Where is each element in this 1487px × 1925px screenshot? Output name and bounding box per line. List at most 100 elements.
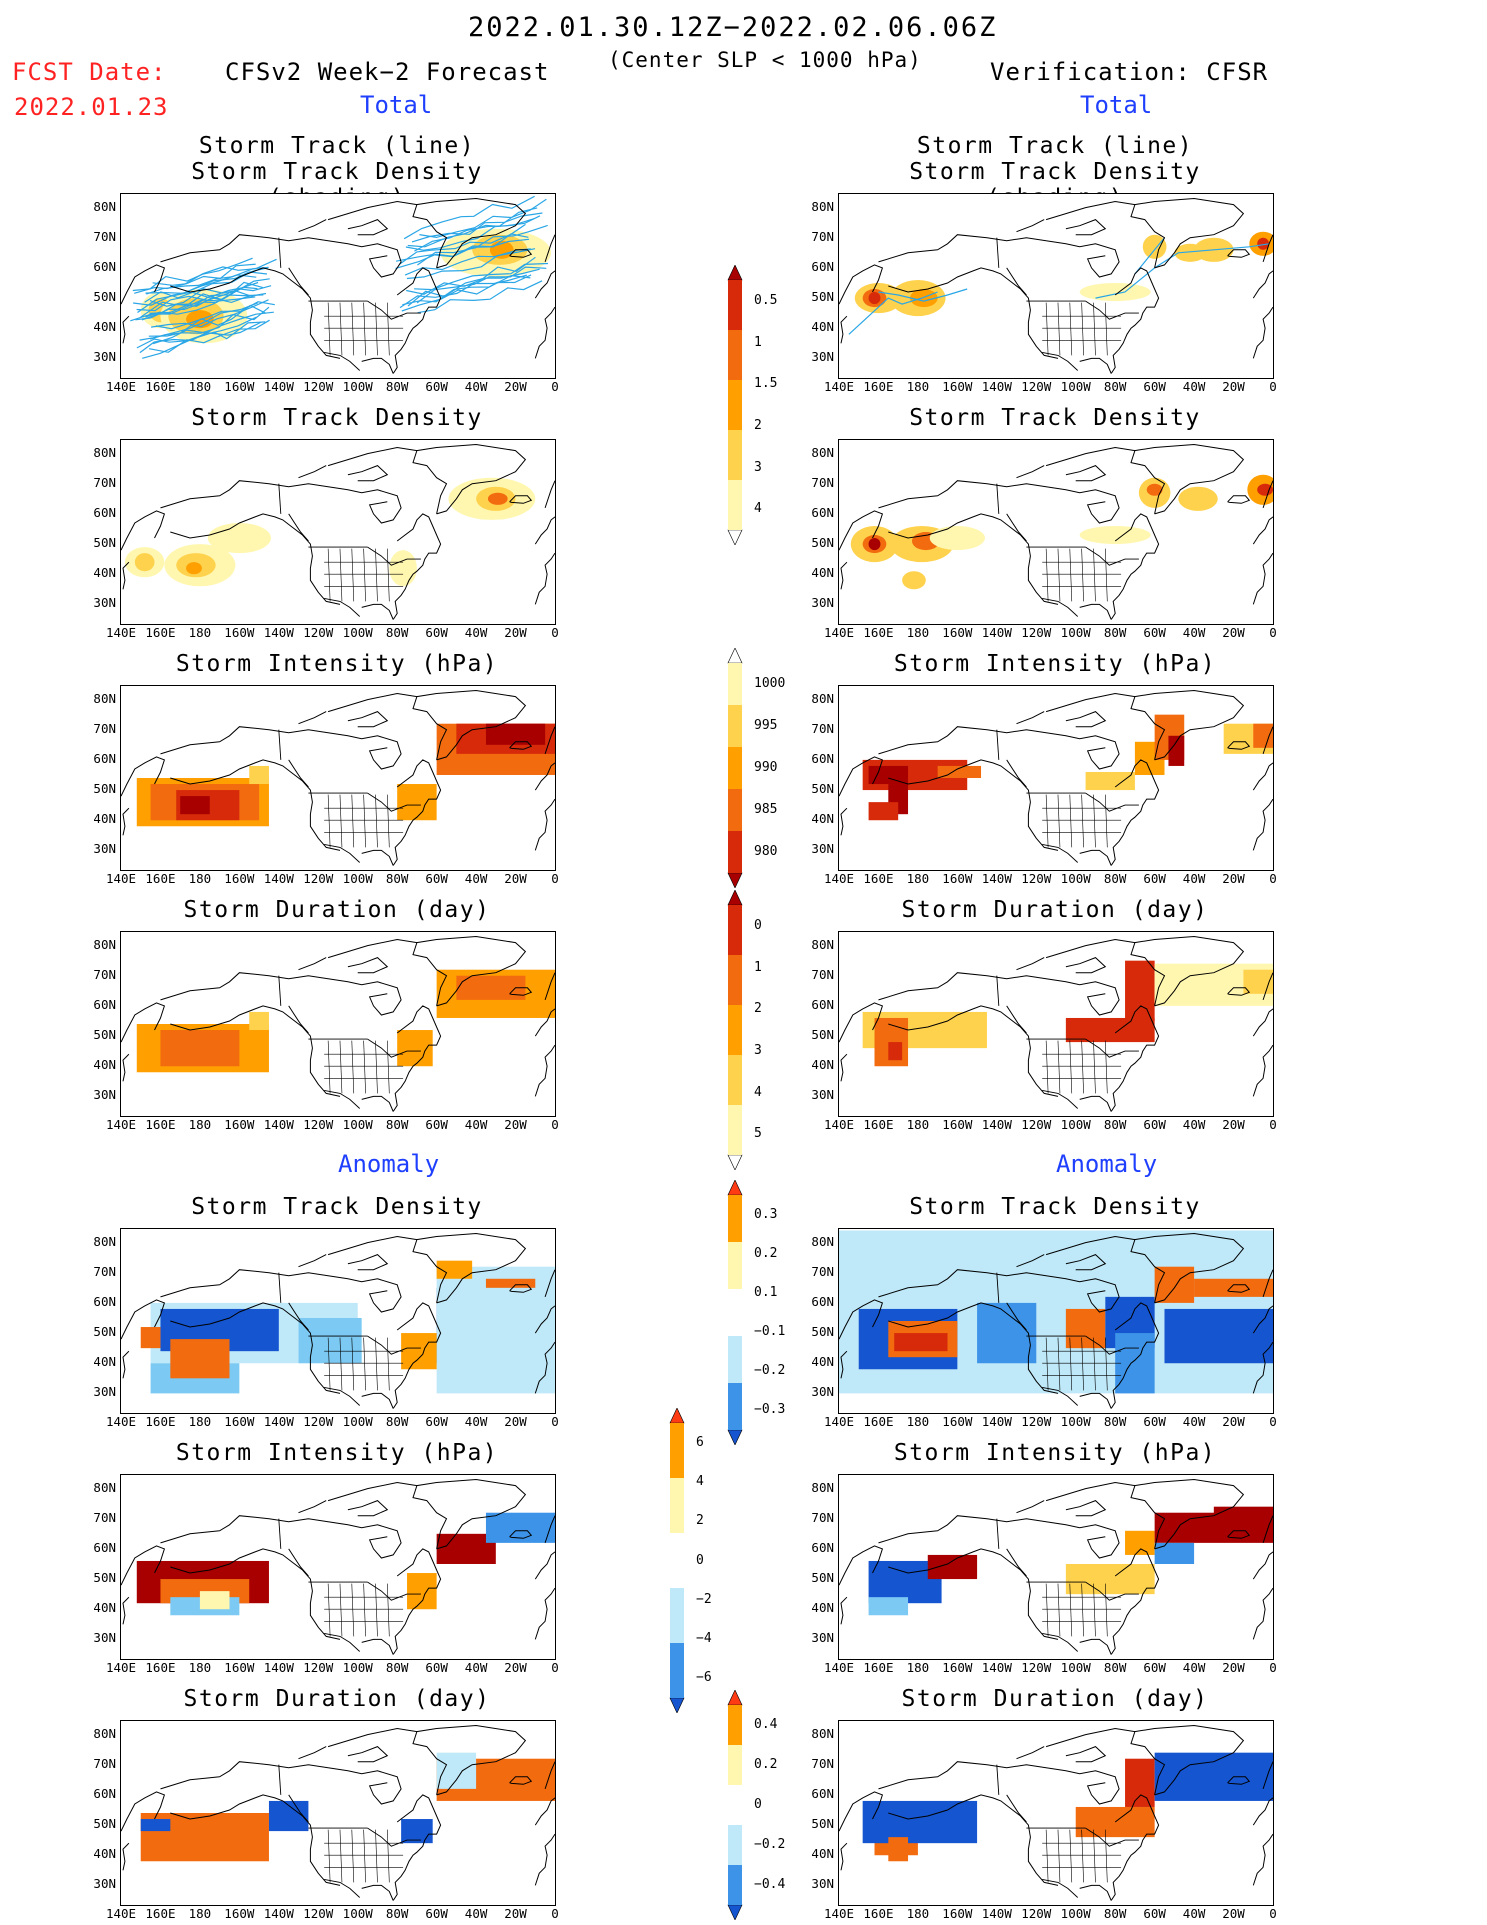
coastline-segment xyxy=(534,762,555,791)
shaded-cell xyxy=(140,1819,171,1832)
coastline-segment xyxy=(288,267,309,296)
lon-tick-label: 60W xyxy=(1143,379,1166,394)
state-borders xyxy=(1042,1337,1122,1391)
lon-tick-label: 0 xyxy=(1269,625,1277,640)
map-frame xyxy=(120,1228,556,1414)
coastline-segment xyxy=(1227,987,1251,996)
coastline-segment xyxy=(327,446,417,467)
border-segment xyxy=(324,351,361,371)
border-segment xyxy=(996,1764,1000,1795)
state-line xyxy=(351,794,355,848)
lon-tick-label: 0 xyxy=(551,871,559,886)
storm-track-line xyxy=(149,306,270,340)
colorbar-end-triangle xyxy=(669,1408,685,1424)
lon-tick-label: 40W xyxy=(464,871,488,886)
colorbar-tick-label: 1 xyxy=(754,959,762,975)
colorbar-swatch xyxy=(728,1105,742,1155)
coastline-segment xyxy=(1227,741,1251,750)
storm-track-line xyxy=(146,266,269,295)
coastline-segment xyxy=(121,264,166,305)
border-segment xyxy=(996,975,1000,1006)
coastline-segment xyxy=(840,1350,848,1379)
colorbar-tick-label: −0.2 xyxy=(754,1837,786,1852)
border-segment xyxy=(367,300,421,320)
state-line xyxy=(327,1337,331,1391)
coastlines xyxy=(839,1232,1273,1409)
coastline-segment xyxy=(509,1776,533,1785)
coastline-segment xyxy=(839,1791,884,1832)
coastline-segment xyxy=(839,264,884,305)
lon-tick-label: 20W xyxy=(1222,1906,1245,1921)
map-svg xyxy=(839,689,1273,866)
lon-tick-label: 160E xyxy=(863,625,894,640)
lon-tick-label: 140W xyxy=(263,379,294,394)
lon-tick-label: 100W xyxy=(342,871,373,886)
anomaly-cells xyxy=(140,1260,555,1394)
storm-track-line xyxy=(137,281,259,313)
coastlines xyxy=(121,1724,555,1901)
coastline-segment xyxy=(1252,1044,1273,1097)
coastline-segment xyxy=(327,200,417,221)
colorbar-swatch xyxy=(728,1195,742,1242)
state-line xyxy=(387,1583,390,1637)
fc-track-title-1: Storm Track (line) xyxy=(198,133,476,159)
state-line xyxy=(327,302,331,356)
lon-tick-label: 40W xyxy=(1182,871,1206,886)
coastline-segment xyxy=(392,267,442,374)
colorbar-end-triangle xyxy=(727,1690,743,1706)
forecast-duration-map: 80N 70N 60N 50N 40N 30N 140E 160E 180 160W 140W 120… xyxy=(60,893,600,1132)
coastline-segment xyxy=(122,1842,130,1871)
coastline-segment xyxy=(1045,446,1135,467)
coastline-segment xyxy=(1016,957,1045,971)
state-line xyxy=(1057,1583,1061,1637)
coastline-segment xyxy=(544,972,555,1001)
lon-tick-label: 80W xyxy=(1103,1660,1127,1675)
coastline-segment xyxy=(1079,1392,1112,1409)
lon-tick-label: 160W xyxy=(942,625,973,640)
shaded-cell xyxy=(1125,960,1155,1021)
state-line xyxy=(1081,1583,1084,1637)
border-segment xyxy=(278,237,282,268)
lon-tick-label: 160E xyxy=(145,379,176,394)
coastline-segment xyxy=(412,935,527,1007)
coastline-segment xyxy=(170,1794,341,1886)
border-segment xyxy=(996,1518,1000,1549)
lat-tick-label: 70N xyxy=(811,966,834,982)
lat-tick-label: 50N xyxy=(811,781,834,797)
lon-tick-label: 180 xyxy=(188,379,212,394)
lon-tick-label: 160E xyxy=(145,1660,176,1675)
state-line xyxy=(1093,1337,1096,1391)
forecast-storm-track-map: 80N 70N 60N 50N 40N 30N 140E 160E 180 160W 140W 120… xyxy=(60,155,600,394)
coastline-segment xyxy=(1016,711,1045,725)
coastline-segment xyxy=(509,495,533,504)
shaded-cell xyxy=(1154,1542,1195,1564)
borders xyxy=(996,1518,1139,1652)
lon-tick-label: 80W xyxy=(385,625,409,640)
lat-tick-label: 80N xyxy=(93,1233,116,1249)
colorbar-tick-label: 3 xyxy=(754,1042,762,1058)
state-line xyxy=(375,1583,378,1637)
coastline-segment xyxy=(1227,1776,1251,1785)
colorbar-end-triangle xyxy=(727,1154,743,1170)
lon-tick-label: 140W xyxy=(981,1117,1012,1132)
lon-tick-label: 60W xyxy=(425,1414,448,1429)
lon-tick-label: 120W xyxy=(303,379,334,394)
lat-tick-label: 80N xyxy=(93,690,116,706)
coastline-segment xyxy=(1110,513,1160,620)
anomaly-cells xyxy=(868,1506,1273,1616)
state-line xyxy=(339,548,343,602)
state-line xyxy=(1081,302,1084,356)
coastline-segment xyxy=(122,807,130,836)
state-line xyxy=(1069,794,1073,848)
lat-tick-label: 60N xyxy=(93,750,116,766)
lon-tick-label: 40W xyxy=(1182,379,1206,394)
coastline-segment xyxy=(160,1761,402,1805)
lon-tick-label: 20W xyxy=(504,379,527,394)
lat-tick-label: 80N xyxy=(811,936,834,952)
lat-tick-label: 80N xyxy=(93,1479,116,1495)
lon-tick-label: 80W xyxy=(385,379,409,394)
lon-tick-label: 180 xyxy=(188,1414,212,1429)
coastline-segment xyxy=(1065,219,1107,236)
density-contour xyxy=(902,571,926,590)
lat-tick-label: 40N xyxy=(811,811,834,827)
